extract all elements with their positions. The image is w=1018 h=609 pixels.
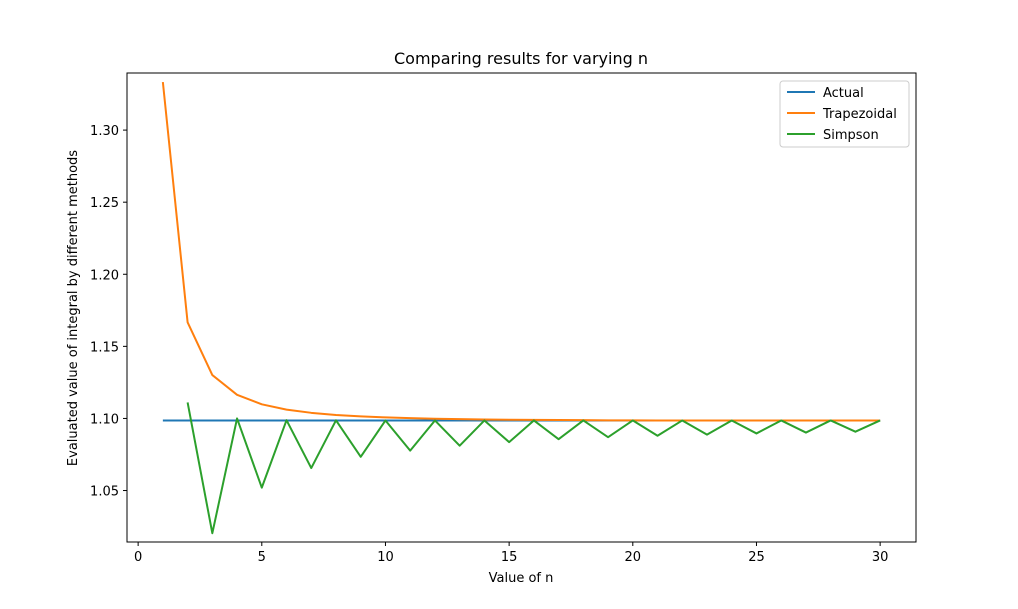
x-tick-label: 20 [625,550,642,565]
series-line-simpson [186,402,881,535]
legend-label-trapezoidal: Trapezoidal [822,107,897,122]
plot-area: 0 5 10 15 20 25 30 1.05 1.10 1.15 1.20 1.25 1.30 [90,72,917,565]
y-axis-label: Evaluated value of integral by different… [66,150,81,466]
x-tick-label: 30 [872,550,889,565]
axes-frame [126,72,917,543]
y-tick-label: 1.10 [90,412,119,427]
y-tick-label: 1.15 [90,340,119,355]
legend-label-actual: Actual [823,86,864,101]
x-tick-label: 0 [134,550,142,565]
x-tick-label: 25 [748,550,765,565]
legend-label-simpson: Simpson [823,128,879,143]
y-tick-label: 1.30 [90,124,119,139]
chart-title: Comparing results for varying n [394,49,648,68]
series-line-trapezoidal [161,81,881,422]
y-tick-label: 1.25 [90,196,119,211]
x-axis-label: Value of n [489,571,554,586]
legend-box [779,80,910,148]
x-tick-label: 10 [377,550,394,565]
x-tick-label: 15 [501,550,518,565]
y-tick-label: 1.20 [90,268,119,283]
x-tick-label: 5 [258,550,266,565]
y-tick-label: 1.05 [90,485,119,500]
legend: Actual Trapezoidal Simpson [779,80,910,148]
